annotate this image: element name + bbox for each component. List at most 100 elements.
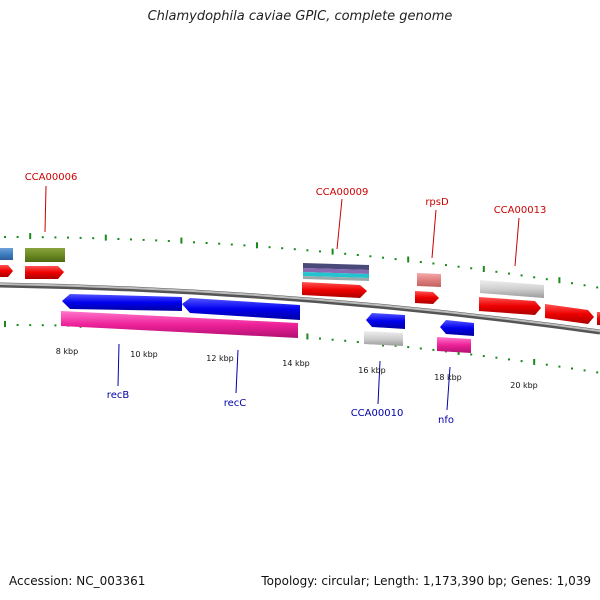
outer-tick-minor <box>79 236 82 239</box>
gene-forward-steel <box>0 248 13 260</box>
gene-label-CCA00009: CCA00009 <box>316 187 369 198</box>
gene-recC-blue <box>182 298 300 320</box>
outer-tick-minor <box>130 238 132 241</box>
outer-tick-minor <box>319 250 321 253</box>
gene-forward-red-4 <box>597 312 600 325</box>
leader-recB <box>117 343 120 387</box>
inner-tick-minor <box>571 367 573 370</box>
inner-tick-minor <box>596 371 599 374</box>
inner-tick-minor <box>344 339 347 342</box>
outer-tick-minor <box>495 270 498 273</box>
leader-CCA00006 <box>44 185 47 233</box>
outer-tick-minor <box>218 242 221 245</box>
outer-tick-major <box>558 277 561 284</box>
outer-tick-minor <box>4 236 6 238</box>
leader-rpsD <box>431 209 437 259</box>
outer-tick-minor <box>394 258 397 261</box>
tick-label-10kbp: 10 kbp <box>130 350 158 359</box>
outer-tick-minor <box>16 236 19 238</box>
inner-tick-minor <box>356 341 359 343</box>
tick-label-8kbp: 8 kbp <box>56 347 78 356</box>
gene-CCA00009-red <box>302 282 367 298</box>
outer-tick-minor <box>167 240 170 242</box>
gene-forward-red-1 <box>0 265 13 277</box>
inner-tick-minor <box>331 338 334 341</box>
outer-tick-major <box>256 242 258 249</box>
outer-tick-minor <box>356 254 359 256</box>
tick-label-18kbp: 18 kbp <box>434 373 462 382</box>
leader-CCA00010 <box>377 360 381 405</box>
gene-label-CCA00013: CCA00013 <box>494 205 547 216</box>
gene-label-CCA00006: CCA00006 <box>25 172 78 183</box>
genome-summary-text: Topology: circular; Length: 1,173,390 bp… <box>261 574 591 588</box>
gene-CCA00006-olive <box>25 248 65 262</box>
outer-tick-minor <box>382 256 384 259</box>
inner-tick-major <box>306 333 309 340</box>
outer-tick-minor <box>243 244 246 247</box>
outer-tick-minor <box>142 238 145 241</box>
inner-tick-minor <box>419 347 422 350</box>
gene-label-recC: recC <box>224 398 247 409</box>
outer-tick-minor <box>369 255 372 258</box>
outer-tick-major <box>180 237 183 244</box>
outer-tick-minor <box>306 249 309 252</box>
leader-CCA00013 <box>514 217 520 267</box>
outer-tick-minor <box>533 276 536 279</box>
outer-tick-minor <box>281 247 284 250</box>
gene-CCA00013-red <box>479 297 541 315</box>
tick-label-14kbp: 14 kbp <box>282 359 310 368</box>
outer-tick-minor <box>583 284 586 287</box>
gene-rpsD-salmon <box>417 273 441 287</box>
outer-tick-minor <box>445 264 447 267</box>
outer-tick-minor <box>193 241 195 244</box>
genome-backbone <box>0 282 600 335</box>
outer-tick-minor <box>419 261 422 263</box>
genome-title: Chlamydophila caviae GPIC, complete geno… <box>147 9 453 24</box>
inner-tick-minor <box>432 348 435 351</box>
inner-tick-minor <box>394 344 397 347</box>
outer-tick-major <box>482 266 485 272</box>
gene-recBC-pink <box>61 311 298 338</box>
inner-tick-minor <box>520 360 523 363</box>
inner-tick-minor <box>16 324 19 326</box>
gene-forward-red-3 <box>545 304 594 324</box>
gene-CCA00009-stack-grey <box>303 276 369 281</box>
inner-tick-minor <box>508 358 510 361</box>
genome-backbone-highlight <box>0 283 600 332</box>
gene-label-nfo: nfo <box>438 415 454 426</box>
gene-recB-blue <box>62 294 182 311</box>
outer-tick-minor <box>545 278 548 281</box>
outer-tick-minor <box>571 282 573 285</box>
gene-rpsD-red <box>415 291 439 304</box>
outer-tick-minor <box>596 286 599 289</box>
outer-tick-minor <box>508 272 510 275</box>
outer-tick-minor <box>54 236 57 239</box>
outer-tick-minor <box>457 265 460 268</box>
outer-tick-minor <box>67 236 69 239</box>
outer-tick-minor <box>92 237 95 240</box>
tick-label-16kbp: 16 kbp <box>358 366 386 375</box>
gene-label-CCA00010: CCA00010 <box>351 408 404 419</box>
gene-forward-red-2 <box>25 266 64 279</box>
outer-tick-minor <box>344 252 347 255</box>
inner-tick-minor <box>41 324 44 327</box>
inner-tick-major <box>4 321 6 327</box>
outer-tick-minor <box>41 236 44 239</box>
inner-tick-minor <box>319 337 321 340</box>
inner-tick-minor <box>558 365 561 368</box>
tick-label-20kbp: 20 kbp <box>510 381 538 390</box>
outer-tick-minor <box>230 243 233 246</box>
inner-tick-minor <box>470 353 473 356</box>
outer-tick-minor <box>293 248 296 251</box>
inner-tick-minor <box>583 369 586 372</box>
gene-label-rpsD: rpsD <box>425 197 449 208</box>
inner-tick-minor <box>545 363 548 366</box>
outer-tick-minor <box>268 246 271 249</box>
gene-CCA00009-stack-dark <box>303 263 369 270</box>
outer-tick-major <box>331 248 334 255</box>
outer-tick-major <box>407 256 410 263</box>
gene-CCA00013-grey <box>480 280 544 298</box>
outer-tick-minor <box>432 262 435 265</box>
inner-tick-minor <box>54 324 57 327</box>
